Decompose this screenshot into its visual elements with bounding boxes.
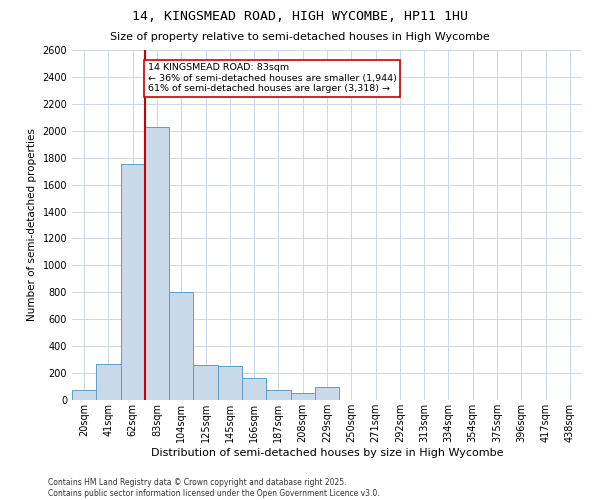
Text: 14 KINGSMEAD ROAD: 83sqm
← 36% of semi-detached houses are smaller (1,944)
61% o: 14 KINGSMEAD ROAD: 83sqm ← 36% of semi-d… [148, 64, 397, 94]
X-axis label: Distribution of semi-detached houses by size in High Wycombe: Distribution of semi-detached houses by … [151, 448, 503, 458]
Bar [266, 390, 290, 400]
Text: Contains HM Land Registry data © Crown copyright and database right 2025.
Contai: Contains HM Land Registry data © Crown c… [48, 478, 380, 498]
Bar [121, 164, 145, 400]
Bar [290, 394, 315, 400]
Bar [72, 390, 96, 400]
Bar [169, 292, 193, 400]
Text: Size of property relative to semi-detached houses in High Wycombe: Size of property relative to semi-detach… [110, 32, 490, 42]
Text: 14, KINGSMEAD ROAD, HIGH WYCOMBE, HP11 1HU: 14, KINGSMEAD ROAD, HIGH WYCOMBE, HP11 1… [132, 10, 468, 23]
Bar [193, 365, 218, 400]
Bar [242, 378, 266, 400]
Bar [315, 386, 339, 400]
Y-axis label: Number of semi-detached properties: Number of semi-detached properties [27, 128, 37, 322]
Bar [96, 364, 121, 400]
Bar [145, 128, 169, 400]
Bar [218, 366, 242, 400]
